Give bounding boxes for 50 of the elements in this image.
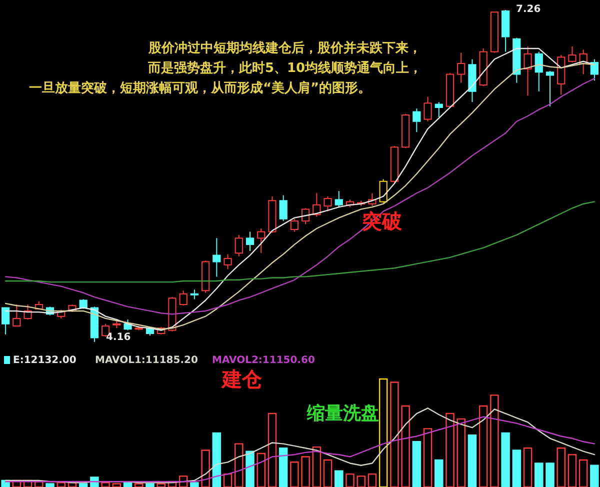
candlestick <box>568 46 576 63</box>
candlestick <box>12 304 21 326</box>
bar <box>434 459 444 487</box>
legend-label: E:12132.00 <box>13 355 76 366</box>
candlestick <box>2 307 10 336</box>
candlestick <box>179 290 188 306</box>
bar <box>246 450 254 487</box>
candlestick <box>534 51 543 92</box>
annotation: 而是强势盘升，此时5、10均线顺势通气向上， <box>146 60 422 76</box>
bar <box>512 450 522 487</box>
candlestick <box>302 208 310 225</box>
candlestick <box>190 289 198 300</box>
candlestick <box>334 190 343 208</box>
candlestick <box>224 254 232 270</box>
bar <box>212 432 222 487</box>
annotation: 7.26 <box>516 4 541 15</box>
candlestick <box>246 231 254 252</box>
annotation: 4.16 <box>106 332 131 343</box>
candlestick <box>524 46 532 96</box>
bar <box>190 482 199 487</box>
candlestick <box>434 102 443 118</box>
bar <box>123 482 132 487</box>
bar <box>534 462 544 487</box>
candlestick <box>212 238 221 278</box>
candlestick <box>234 234 243 257</box>
text: MAVOL1:11185.20 <box>95 355 198 366</box>
candlestick <box>290 218 298 232</box>
candlestick <box>424 96 432 122</box>
bar <box>334 470 344 487</box>
annotation: 股价冲过中短期均线建仓后，股价并未跌下来， <box>148 40 422 56</box>
bar <box>501 432 510 487</box>
annotation: 一旦放量突破，短期涨幅可观，从而形成“美人肩”的图形。 <box>28 80 372 96</box>
bar <box>78 483 88 487</box>
candlestick <box>412 108 421 133</box>
bar <box>146 483 154 487</box>
bar <box>468 434 477 487</box>
bar <box>590 464 599 487</box>
candlestick <box>546 70 554 107</box>
bar <box>412 441 422 487</box>
bar <box>546 462 554 487</box>
candlestick <box>324 196 332 212</box>
text: MAVOL2:11150.60 <box>212 355 315 366</box>
candlestick <box>257 228 266 254</box>
candlestick <box>279 194 288 222</box>
annotation: 缩量洗盘 <box>306 403 379 424</box>
bar <box>46 483 54 487</box>
candlestick <box>590 58 598 82</box>
candlestick <box>457 52 466 84</box>
bar <box>278 448 288 487</box>
annotation: 建仓 <box>220 367 263 391</box>
